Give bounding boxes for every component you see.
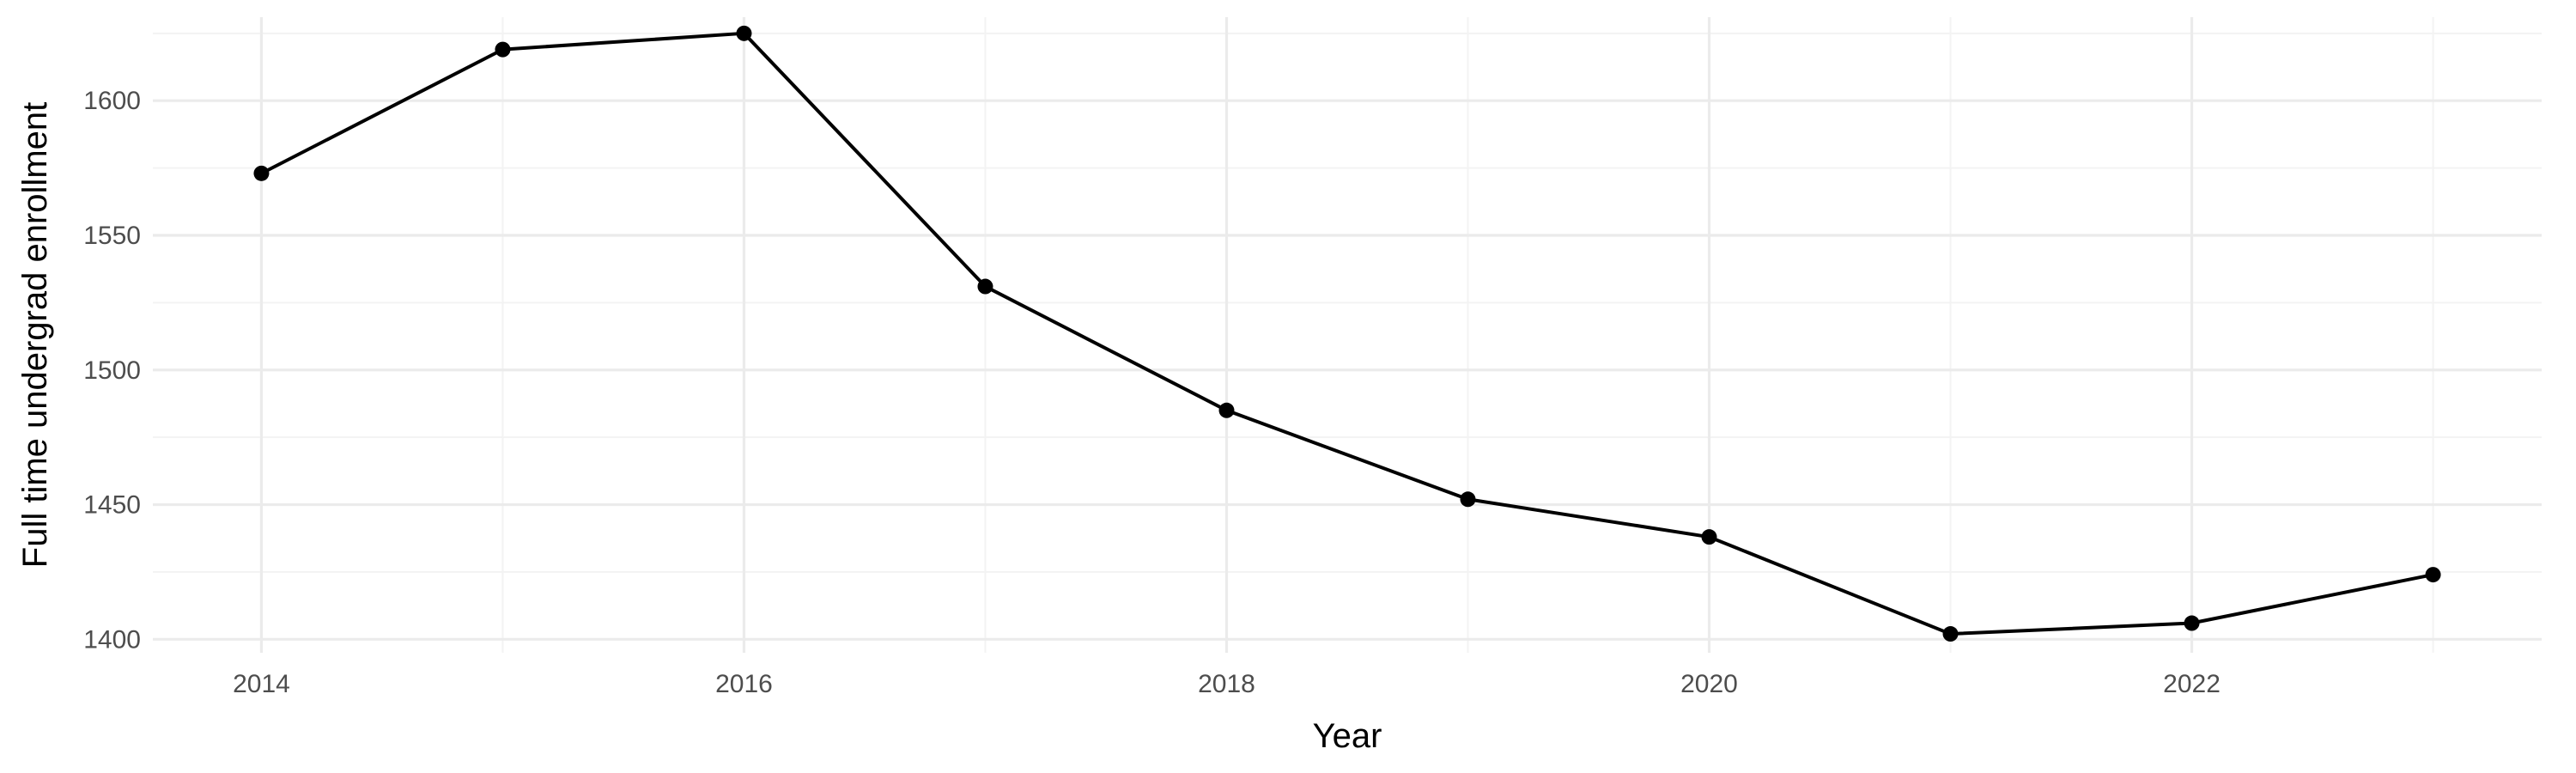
- y-tick-label: 1450: [83, 491, 141, 520]
- x-tick-label: 2016: [715, 670, 773, 698]
- data-point: [736, 25, 752, 41]
- data-point: [1218, 402, 1235, 418]
- data-point: [253, 165, 270, 181]
- y-tick-label: 1400: [83, 625, 141, 654]
- data-point: [1942, 626, 1959, 642]
- y-tick-label: 1550: [83, 222, 141, 250]
- series: [253, 25, 2441, 642]
- grid: [153, 17, 2542, 653]
- x-tick-label: 2020: [1680, 670, 1738, 698]
- x-tick-label: 2022: [2163, 670, 2221, 698]
- y-tick-label: 1500: [83, 356, 141, 385]
- data-point: [1701, 529, 1717, 545]
- x-tick-label: 2014: [233, 670, 290, 698]
- y-axis-ticks: 1400 1450 1500 1550 1600: [83, 87, 141, 654]
- series-line: [260, 31, 2433, 636]
- data-point: [2425, 567, 2441, 583]
- y-tick-label: 1600: [83, 87, 141, 115]
- data-point: [1460, 491, 1476, 508]
- data-point: [495, 41, 511, 58]
- data-point: [2184, 615, 2200, 631]
- x-tick-label: 2018: [1198, 670, 1255, 698]
- x-axis-title: Year: [1313, 717, 1382, 755]
- data-point: [977, 278, 993, 295]
- y-axis-title: Full time undergrad enrollment: [16, 102, 54, 568]
- x-axis-ticks: 2014 2016 2018 2020 2022: [233, 670, 2221, 698]
